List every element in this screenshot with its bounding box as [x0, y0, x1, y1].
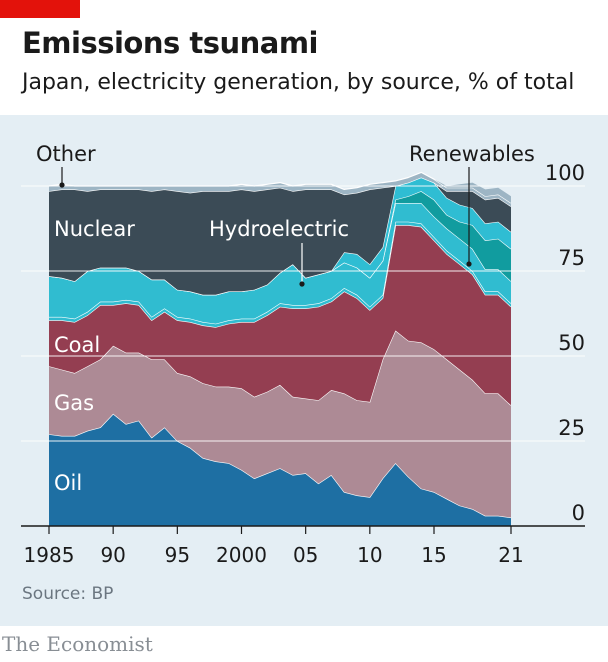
- y-tick-label-100: 100: [545, 161, 585, 185]
- series-label-hydroelectric: Hydroelectric: [209, 217, 349, 241]
- x-tick-label-1995: 95: [165, 543, 190, 567]
- x-tick-label-2005: 05: [293, 543, 318, 567]
- series-label-nuclear: Nuclear: [54, 217, 135, 241]
- leader-dot-hydroelectric: [299, 281, 305, 287]
- area-hydroelectric-4: [49, 203, 511, 324]
- y-tick-label-50: 50: [558, 331, 585, 355]
- chart-subtitle: Japan, electricity generation, by source…: [22, 70, 575, 95]
- x-tick-label-2015: 15: [421, 543, 446, 567]
- y-tick-label-0: 0: [572, 501, 585, 525]
- series-label-coal: Coal: [54, 333, 100, 357]
- publisher-logo: The Economist: [2, 632, 153, 656]
- x-tick-label-2000: 2000: [216, 543, 267, 567]
- area-nuclear-7: [49, 177, 511, 295]
- series-label-oil: Oil: [54, 471, 82, 495]
- chart-header: Emissions tsunami Japan, electricity gen…: [0, 0, 608, 115]
- source-note: Source: BP: [22, 584, 114, 604]
- area-coal-2: [49, 225, 511, 406]
- x-tick-label-2021: 21: [498, 543, 523, 567]
- x-tick-label-1990: 90: [100, 543, 125, 567]
- area-oil-0: [49, 413, 511, 526]
- chart-title: Emissions tsunami: [22, 26, 319, 60]
- series-label-gas: Gas: [54, 391, 94, 415]
- leader-dot-other: [59, 182, 65, 188]
- brand-band: [0, 626, 608, 662]
- brand-red-tag: [0, 0, 80, 18]
- y-tick-label-75: 75: [558, 246, 585, 270]
- series-label-other: Other: [36, 142, 96, 166]
- area-gas-1: [49, 330, 511, 518]
- y-tick-label-25: 25: [558, 416, 585, 440]
- series-label-renewables: Renewables: [409, 142, 535, 166]
- stacked-area-chart: 0 25 50 75 100 1985 90 95 2000 05 10 15 21 Nuclear Hyd…: [21, 142, 585, 567]
- x-tick-label-1985: 1985: [24, 543, 75, 567]
- leader-dot-renewables: [466, 261, 472, 267]
- x-tick-label-2010: 10: [357, 543, 382, 567]
- area-hydroelectric-3: [49, 221, 511, 328]
